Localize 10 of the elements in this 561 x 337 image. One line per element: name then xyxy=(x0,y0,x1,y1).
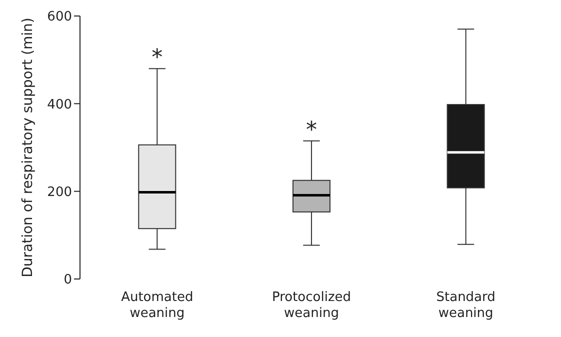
y-tick-label: 0 xyxy=(64,272,72,288)
x-tick-label: Automated weaning xyxy=(121,290,194,321)
x-tick-label: Standard weaning xyxy=(436,290,496,321)
y-axis-title: Duration of respiratory support (min) xyxy=(20,18,36,278)
y-tick-label: 600 xyxy=(47,10,72,25)
y-tick-label: 200 xyxy=(47,184,72,200)
x-tick-label: Protocolized weaning xyxy=(272,290,352,321)
annotation: * xyxy=(306,118,317,143)
annotation: * xyxy=(152,46,163,71)
y-tick-label: 400 xyxy=(47,97,72,112)
